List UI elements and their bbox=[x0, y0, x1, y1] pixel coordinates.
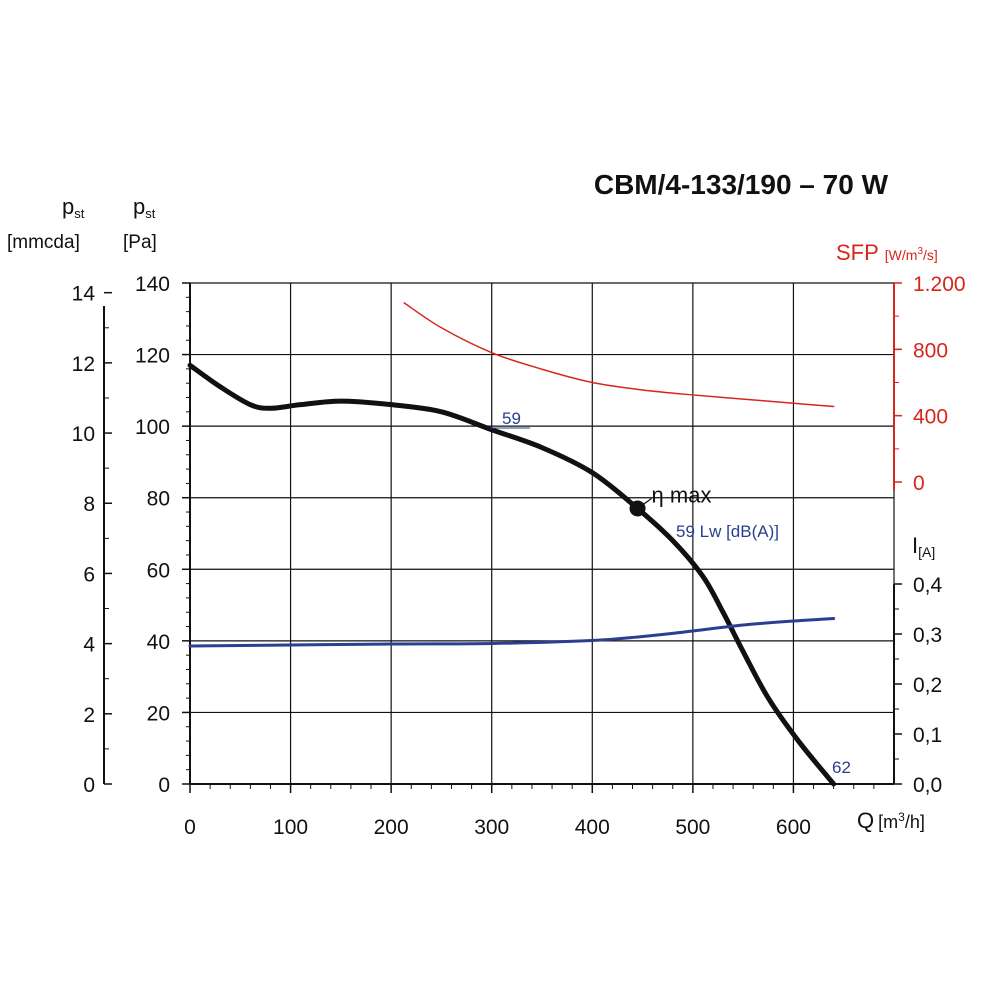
pa-tick-label: 60 bbox=[147, 559, 170, 582]
pa-tick-label: 20 bbox=[147, 702, 170, 725]
sfp-tick-label: 400 bbox=[913, 406, 948, 429]
pa-tick-label: 40 bbox=[147, 631, 170, 654]
svg-text:pst: pst bbox=[133, 194, 156, 221]
pa-tick-label: 0 bbox=[158, 774, 170, 797]
annotations: η max 59 59 Lw [dB(A)] 62 bbox=[490, 409, 851, 777]
pa-unit-label: [Pa] bbox=[123, 232, 157, 253]
sfp-tick-label: 800 bbox=[913, 339, 948, 362]
mmcda-tick-label: 6 bbox=[83, 563, 95, 586]
sfp-tick-label: 1.200 bbox=[913, 273, 966, 296]
eta-max-label: η max bbox=[652, 482, 712, 507]
mmcda-unit-label: [mmcda] bbox=[7, 232, 80, 253]
sfp-curve bbox=[403, 302, 835, 408]
pa-tick-label: 100 bbox=[135, 416, 170, 439]
x-axis-label: Q [m3/h] bbox=[857, 808, 925, 833]
current-tick-label: 0,0 bbox=[913, 774, 942, 797]
grid bbox=[190, 282, 895, 784]
pa-tick-label: 120 bbox=[135, 345, 170, 368]
mmcda-tick-label: 2 bbox=[83, 704, 95, 727]
pressure-curve bbox=[187, 362, 837, 787]
mmcda-tick-label: 0 bbox=[83, 774, 95, 797]
current-tick-label: 0,2 bbox=[913, 674, 942, 697]
mmcda-tick-label: 12 bbox=[72, 353, 95, 376]
sfp-axis-label: SFP [W/m3/s] bbox=[836, 240, 938, 265]
x-tick-label: 0 bbox=[184, 816, 196, 839]
current-tick-label: 0,4 bbox=[913, 574, 943, 597]
mmcda-tick-label: 8 bbox=[83, 493, 95, 516]
mmcda-tick-label: 14 bbox=[72, 283, 96, 306]
x-tick-label: 500 bbox=[675, 816, 710, 839]
x-tick-label: 200 bbox=[374, 816, 409, 839]
ticks: 0 100 200 300 400 500 600020406080100120140024… bbox=[72, 273, 966, 839]
x-tick-label: 100 bbox=[273, 816, 308, 839]
pa-axis-header: pst [Pa] bbox=[123, 194, 157, 253]
mmcda-axis-header: pst [mmcda] bbox=[7, 194, 85, 253]
pa-tick-label: 140 bbox=[135, 273, 170, 296]
chart-title: CBM/4-133/190 – 70 W bbox=[594, 169, 889, 200]
lw-label-top: 59 bbox=[502, 409, 521, 428]
pa-tick-label: 80 bbox=[147, 488, 170, 511]
current-tick-label: 0,3 bbox=[913, 624, 942, 647]
x-tick-label: 300 bbox=[474, 816, 509, 839]
lw-label-mid: 59 Lw [dB(A)] bbox=[676, 522, 779, 541]
mmcda-tick-label: 10 bbox=[72, 423, 95, 446]
sfp-tick-label: 0 bbox=[913, 472, 925, 495]
mmcda-tick-label: 4 bbox=[83, 634, 95, 657]
series-lines bbox=[187, 302, 837, 787]
axes bbox=[103, 283, 895, 785]
current-axis-label: I[A] bbox=[912, 533, 935, 560]
current-curve bbox=[188, 617, 836, 648]
current-tick-label: 0,1 bbox=[913, 724, 942, 747]
svg-text:pst: pst bbox=[62, 194, 85, 221]
x-tick-label: 400 bbox=[575, 816, 610, 839]
x-tick-label: 600 bbox=[776, 816, 811, 839]
eta-max-point bbox=[629, 500, 646, 517]
lw-label-end: 62 bbox=[832, 758, 851, 777]
